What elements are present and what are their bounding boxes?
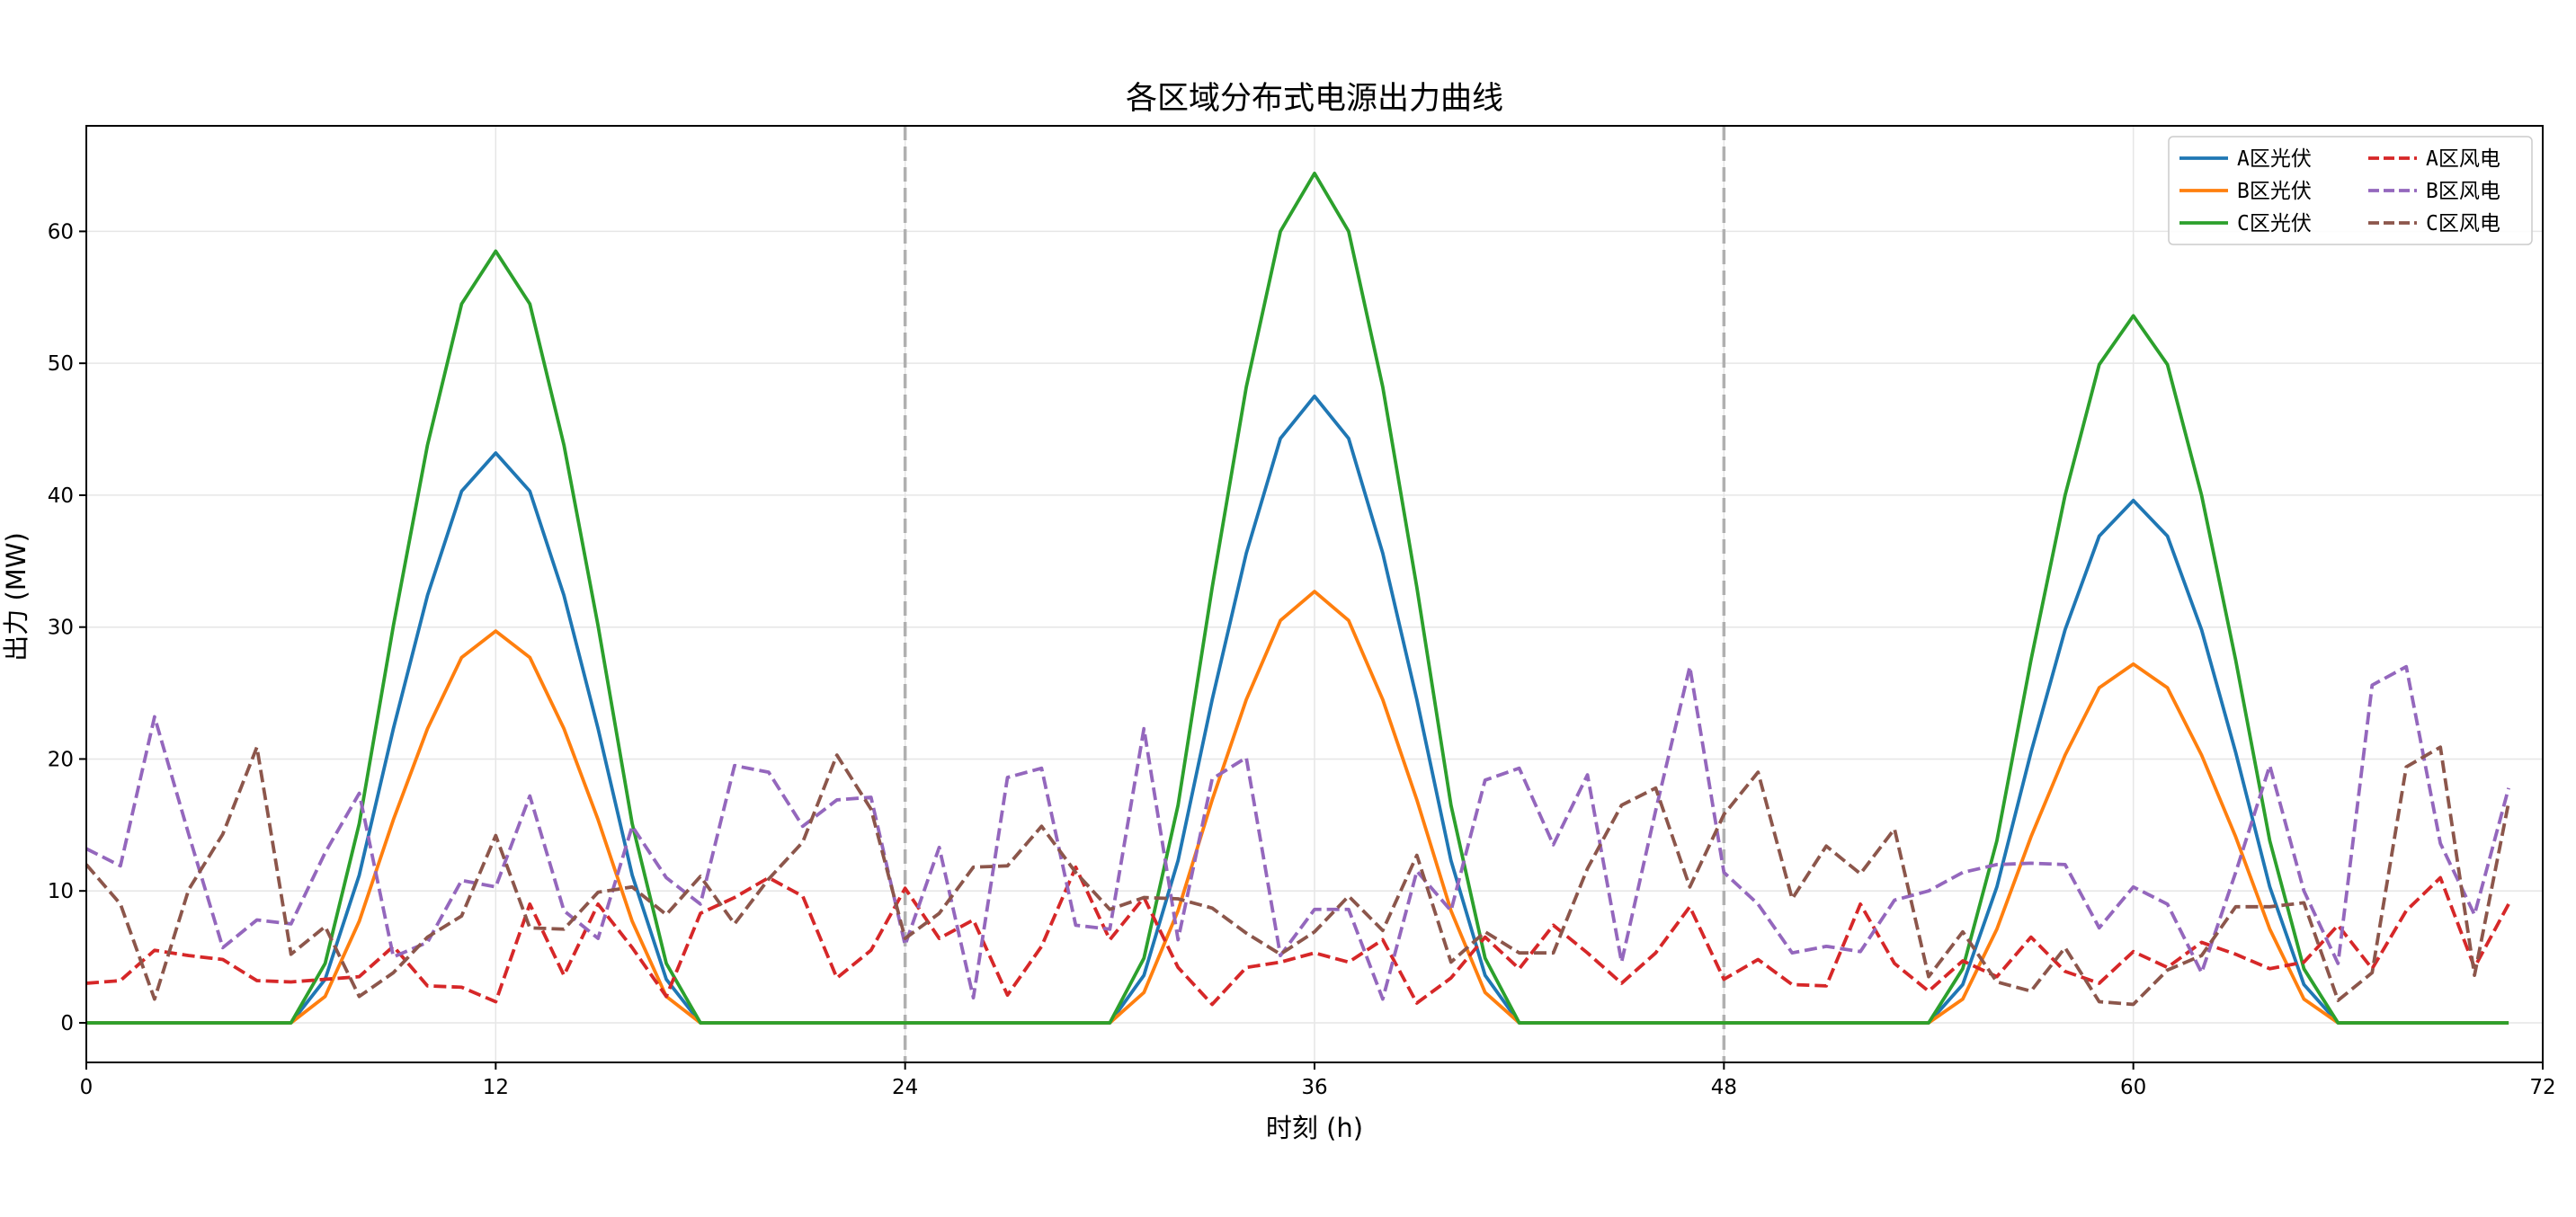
y-tick-label: 0 xyxy=(60,1012,74,1035)
x-axis-label: 时刻 (h) xyxy=(1266,1113,1363,1143)
y-tick-label: 30 xyxy=(48,617,74,640)
legend-label: A区光伏 xyxy=(2237,147,2312,171)
y-tick-label: 20 xyxy=(48,748,74,771)
legend-label: C区风电 xyxy=(2426,212,2500,235)
chart-title: 各区域分布式电源出力曲线 xyxy=(1126,81,1503,117)
x-tick-label: 36 xyxy=(1301,1076,1327,1099)
series-line xyxy=(86,171,2509,1025)
legend-label: A区风电 xyxy=(2426,147,2500,171)
x-tick-label: 72 xyxy=(2529,1076,2555,1099)
y-tick-label: 60 xyxy=(48,220,74,244)
day-separators xyxy=(903,126,1726,1062)
series-line xyxy=(86,394,2509,1025)
x-tick-label: 12 xyxy=(483,1076,509,1099)
x-tick-label: 0 xyxy=(80,1076,94,1099)
series-line xyxy=(86,590,2509,1025)
y-tick-label: 50 xyxy=(48,352,74,376)
y-tick-label: 10 xyxy=(48,880,74,903)
x-tick-label: 24 xyxy=(892,1076,918,1099)
series-line xyxy=(85,664,2510,1001)
legend: A区光伏 B区光伏 C区光伏 A区风电 B区风电 C区风电 xyxy=(2168,136,2533,245)
legend-label: C区光伏 xyxy=(2237,212,2312,235)
series-lines xyxy=(85,171,2510,1025)
axis-ticks: 0 12 24 36 48 60 72 0 10 20 30 40 50 60 xyxy=(48,220,2556,1099)
legend-label: B区风电 xyxy=(2426,180,2500,203)
legend-label: B区光伏 xyxy=(2237,180,2312,203)
legend-box xyxy=(2168,136,2533,245)
y-tick-label: 40 xyxy=(48,484,74,508)
x-tick-label: 60 xyxy=(2120,1076,2146,1099)
y-axis-label: 出力 (MW) xyxy=(1,532,31,662)
series-line xyxy=(85,745,2510,1007)
series-line xyxy=(85,865,2510,1007)
x-tick-label: 48 xyxy=(1711,1076,1737,1099)
